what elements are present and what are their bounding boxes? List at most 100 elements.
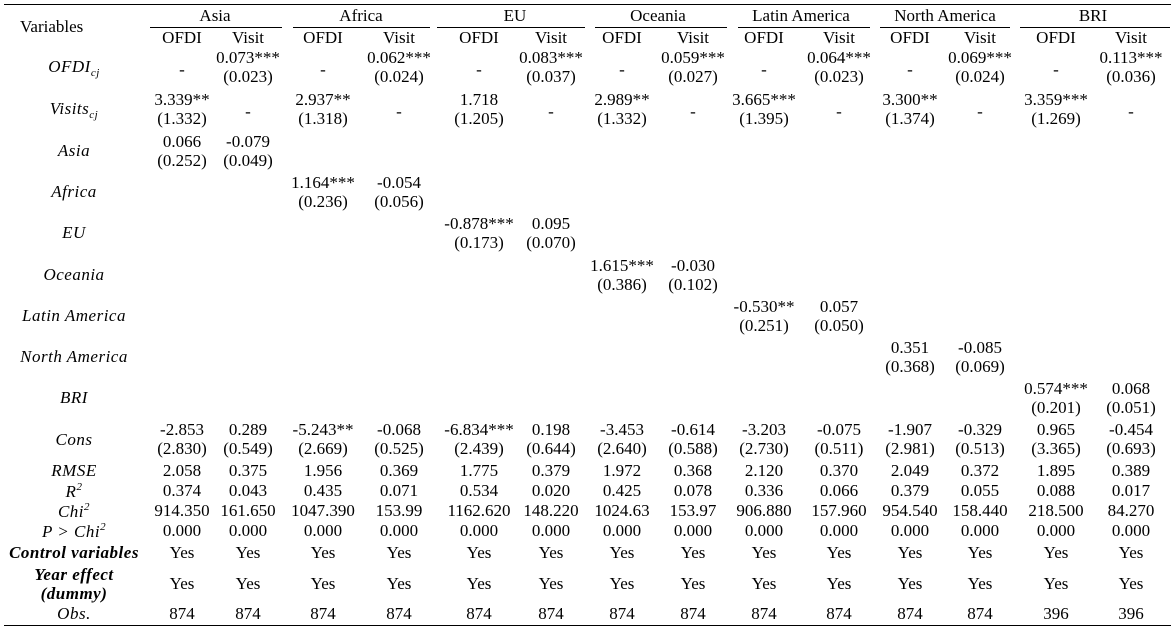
row-label-text: (dummy) xyxy=(40,584,108,603)
row-label: Obs. xyxy=(0,604,148,624)
se-cell: (0.050) xyxy=(814,316,864,335)
coef-cell: 0.057 xyxy=(819,297,859,316)
se-cell: (0.027) xyxy=(668,67,718,86)
stat-cell: 0.000 xyxy=(303,521,343,540)
group-underline xyxy=(1020,27,1170,28)
stat-cell: 0.017 xyxy=(1111,481,1151,500)
se-cell: (0.511) xyxy=(814,439,864,458)
control-cell: Yes xyxy=(751,574,777,593)
coef-cell: 3.665*** xyxy=(732,90,796,109)
stat-cell: 2.120 xyxy=(744,461,784,480)
control-cell: Yes xyxy=(1043,574,1069,593)
control-cell: 874 xyxy=(386,604,412,623)
control-cell: Yes xyxy=(1118,543,1144,562)
coef-cell: 0.351 xyxy=(890,338,930,357)
coef-cell: 3.339** xyxy=(154,90,210,109)
se-cell: (1.205) xyxy=(454,109,504,128)
coef-cell: -0.614 xyxy=(671,420,715,439)
se-cell: (0.049) xyxy=(223,151,273,170)
coef-cell: 0.289 xyxy=(228,420,268,439)
stat-cell: 1.956 xyxy=(303,461,343,480)
se-cell: (0.588) xyxy=(668,439,718,458)
control-cell: Yes xyxy=(1118,574,1144,593)
row-label: RMSE xyxy=(0,461,148,481)
control-cell: 396 xyxy=(1118,604,1144,623)
se-cell: (2.730) xyxy=(739,439,789,458)
control-cell: Yes xyxy=(538,574,564,593)
control-cell: Yes xyxy=(609,543,635,562)
coef-cell: 0.062*** xyxy=(367,48,431,67)
coef-cell: 3.300** xyxy=(882,90,938,109)
stat-cell: 153.97 xyxy=(669,501,717,520)
se-cell: (0.051) xyxy=(1106,398,1156,417)
row-label-text: Oceania xyxy=(43,265,105,284)
control-cell: 874 xyxy=(169,604,195,623)
control-cell: 874 xyxy=(826,604,852,623)
se-cell: (0.024) xyxy=(955,67,1005,86)
group-header: BRI xyxy=(1078,6,1108,25)
stat-cell: 0.372 xyxy=(960,461,1000,480)
group-underline xyxy=(595,27,727,28)
group-header: EU xyxy=(503,6,527,25)
coef-cell: 1.615*** xyxy=(590,256,654,275)
control-cell: Yes xyxy=(466,574,492,593)
se-cell: (0.070) xyxy=(526,233,576,252)
row-label-text: Obs. xyxy=(57,604,91,623)
col-header-visit: Visit xyxy=(963,28,997,47)
control-cell: Yes xyxy=(967,543,993,562)
control-cell: Yes xyxy=(826,543,852,562)
col-header-ofdi: OFDI xyxy=(459,28,499,47)
se-cell: (0.368) xyxy=(885,357,935,376)
se-cell: (0.513) xyxy=(955,439,1005,458)
stat-cell: 0.368 xyxy=(673,461,713,480)
stat-cell: 1162.620 xyxy=(447,501,511,520)
control-cell: Yes xyxy=(751,543,777,562)
stat-cell: 0.379 xyxy=(890,481,930,500)
stat-cell: 0.078 xyxy=(673,481,713,500)
se-cell: (0.036) xyxy=(1106,67,1156,86)
stat-cell: 0.000 xyxy=(960,521,1000,540)
group-header: Latin America xyxy=(752,6,850,25)
row-label-text: OFDI xyxy=(48,57,91,76)
stat-cell: 0.374 xyxy=(162,481,202,500)
row-label-text: North America xyxy=(20,347,128,366)
control-cell: Yes xyxy=(609,574,635,593)
se-cell: (1.269) xyxy=(1031,109,1081,128)
se-cell: (1.318) xyxy=(298,109,348,128)
coef-cell: 3.359*** xyxy=(1024,90,1088,109)
control-cell: 874 xyxy=(967,604,993,623)
stat-cell: 0.055 xyxy=(960,481,1000,500)
stat-cell: 0.369 xyxy=(379,461,419,480)
row-label: Cons xyxy=(0,430,148,450)
superscript: 2 xyxy=(100,521,107,533)
se-cell: (0.069) xyxy=(955,357,1005,376)
stat-cell: 0.000 xyxy=(673,521,713,540)
stat-cell: 0.020 xyxy=(531,481,571,500)
row-label-text: P > Chi xyxy=(41,522,101,541)
coef-cell: -3.203 xyxy=(742,420,786,439)
group-header: Asia xyxy=(199,6,231,25)
se-cell: (2.669) xyxy=(298,439,348,458)
coef-cell: - xyxy=(1128,102,1134,121)
coef-cell: - xyxy=(761,60,767,79)
stat-cell: 1024.63 xyxy=(594,501,650,520)
se-cell: (0.549) xyxy=(223,439,273,458)
row-label: Africa xyxy=(0,182,148,202)
group-header: North America xyxy=(894,6,996,25)
stat-cell: 0.375 xyxy=(228,461,268,480)
stat-cell: 2.058 xyxy=(162,461,202,480)
row-label: EU xyxy=(0,223,148,243)
se-cell: (2.830) xyxy=(157,439,207,458)
coef-cell: -1.907 xyxy=(888,420,932,439)
se-cell: (0.102) xyxy=(668,275,718,294)
row-label: Oceania xyxy=(0,265,148,285)
row-label-text: Chi xyxy=(57,502,85,521)
coef-cell: 0.059*** xyxy=(661,48,725,67)
control-cell: Yes xyxy=(680,574,706,593)
superscript: 2 xyxy=(76,481,83,493)
se-cell: (0.525) xyxy=(374,439,424,458)
stat-cell: 1.972 xyxy=(602,461,642,480)
se-cell: (0.024) xyxy=(374,67,424,86)
coef-cell: -0.054 xyxy=(377,173,421,192)
